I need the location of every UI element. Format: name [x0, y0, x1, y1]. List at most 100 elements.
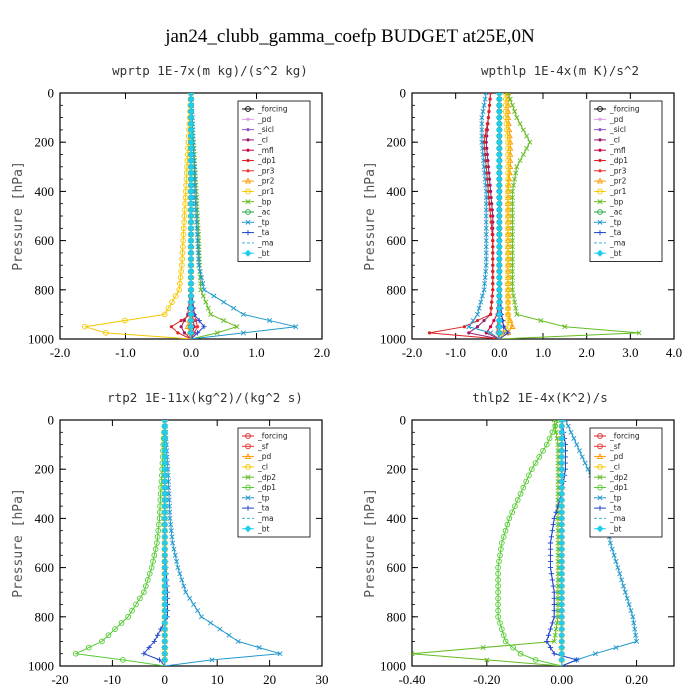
- series-point_dp2: [554, 435, 560, 441]
- series-point_dp1: [502, 638, 509, 645]
- legend-marker: [598, 117, 602, 121]
- legend-marker: [245, 219, 251, 225]
- panel-3: rtp2 1E-11x(kg^2)/(kg^2 s) Pressure [hPa]…: [11, 390, 329, 687]
- x-tick-label: 2.0: [314, 345, 330, 360]
- series-point_tp: [480, 158, 487, 164]
- series-point_tp: [175, 565, 181, 571]
- series-point_bp: [511, 293, 517, 299]
- legend-label: _pd: [609, 115, 624, 124]
- series-point_pr1: [505, 262, 511, 269]
- series-point_dp1: [489, 220, 493, 224]
- legend-label: _ma: [257, 239, 274, 248]
- series-point_dp1: [495, 595, 501, 602]
- series-point_dp2: [555, 491, 561, 497]
- series-point_bt: [187, 329, 195, 337]
- series-point_bp: [509, 195, 515, 201]
- x-tick-label: 0.0: [183, 345, 199, 360]
- series-point_tp: [617, 571, 623, 577]
- series-point_pr1: [505, 286, 511, 293]
- series-point_dp2: [555, 478, 561, 485]
- series-point_tp: [622, 589, 628, 595]
- series-point_dp1: [491, 269, 495, 273]
- series-line_dp1: [73, 420, 166, 666]
- series-point_dp1: [495, 607, 501, 614]
- series-point_dp1: [495, 613, 501, 620]
- series-point_tp: [193, 201, 199, 207]
- series-point_dp1: [179, 318, 183, 323]
- series-point_dp1: [495, 589, 501, 596]
- legend-label: _ac: [257, 208, 270, 217]
- series-point_tp: [571, 435, 577, 441]
- legend-label: _bp: [609, 197, 624, 206]
- series-point_ta: [551, 651, 557, 657]
- legend-marker: [597, 230, 603, 236]
- legend-label: _pd: [609, 452, 624, 461]
- series-point_tp: [562, 420, 568, 423]
- series-point_dp2: [555, 565, 561, 571]
- y-tick-label: 0: [48, 86, 55, 101]
- series-point_bp: [511, 182, 517, 188]
- series-point_dp1: [540, 447, 546, 454]
- series-line_dp1: [497, 420, 562, 666]
- x-tick-label: 20: [263, 672, 276, 687]
- series-point_tp: [226, 632, 232, 638]
- series-point_pr2: [505, 181, 512, 188]
- legend-label: _cl: [609, 136, 620, 145]
- legend-marker: [245, 484, 251, 491]
- series-point_tp: [181, 583, 187, 589]
- x-tick-label: -0.40: [398, 672, 425, 687]
- series-point_dp2: [555, 540, 561, 546]
- series-point_pr1: [172, 293, 179, 299]
- legend-marker: [245, 474, 251, 480]
- series-point_dp2: [552, 632, 558, 638]
- series-point_ta: [548, 571, 555, 577]
- legend-marker: [246, 117, 250, 121]
- series-point_tp: [196, 262, 202, 268]
- series-point_dp2: [551, 638, 557, 644]
- series-point_tp: [466, 324, 472, 330]
- series-point_tp: [483, 256, 489, 262]
- series-point_pr1: [505, 274, 511, 281]
- series-point_tp: [483, 219, 489, 225]
- series-point_dp1: [549, 429, 556, 436]
- series-point_pr1: [503, 120, 510, 127]
- series-point_tp: [613, 558, 619, 564]
- series-point_dp1: [490, 232, 494, 237]
- legend-marker: [597, 209, 603, 215]
- series-point_tp: [624, 595, 630, 601]
- series-point_ta: [550, 521, 556, 528]
- legend-label: _mfl: [257, 146, 274, 155]
- x-tick-label: -2.0: [402, 345, 423, 360]
- series-line_pr1: [498, 93, 509, 339]
- series-point_bt: [161, 656, 169, 664]
- series-point_dp2: [480, 645, 486, 651]
- series-point_tp: [187, 595, 193, 601]
- legend-marker: [597, 495, 603, 501]
- series-point_tp: [483, 188, 489, 194]
- series-point_dp2: [555, 552, 561, 558]
- series-point_tp: [481, 287, 487, 293]
- x-tick-label: 30: [316, 672, 329, 687]
- series-point_dp1: [509, 509, 515, 516]
- series-point_bp: [562, 324, 568, 330]
- series-point_bp: [197, 281, 204, 287]
- series-point_pr1: [505, 163, 511, 170]
- series-point_bp: [196, 262, 203, 268]
- legend-marker: [244, 453, 252, 459]
- series-point_pr2: [509, 323, 516, 329]
- series-point_tp: [480, 108, 486, 114]
- legend-marker: [597, 474, 603, 480]
- series-point_dp1: [140, 589, 147, 596]
- series-point_tp: [479, 115, 485, 121]
- series-point_tp: [196, 256, 202, 262]
- series-point_bp: [509, 213, 515, 219]
- series-point_dp1: [491, 263, 495, 267]
- y-tick-label: 800: [387, 282, 407, 297]
- series-point_dp2: [555, 534, 561, 540]
- series-point_dp1: [491, 257, 495, 261]
- legend-label: _tp: [609, 218, 622, 227]
- series-group: [412, 420, 640, 666]
- series-point_dp1: [150, 558, 156, 565]
- legend-label: _tp: [257, 218, 270, 227]
- series-point_bt: [558, 656, 566, 664]
